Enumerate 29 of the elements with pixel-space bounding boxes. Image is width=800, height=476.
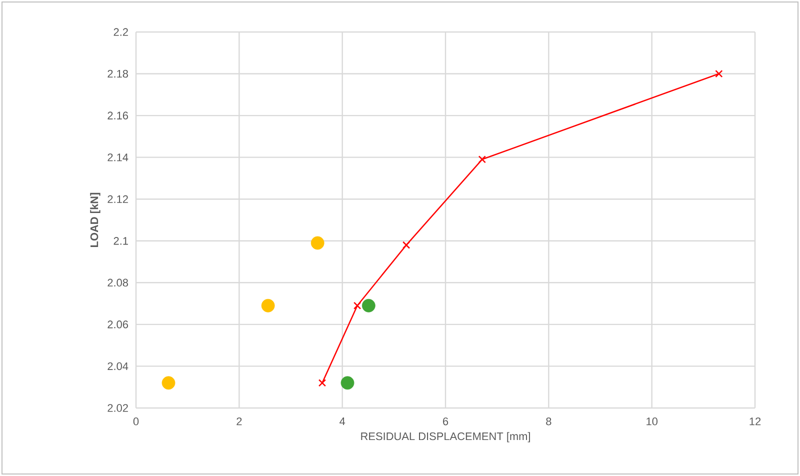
y-tick-label: 2.02 [108, 404, 128, 412]
y-tick-label: 2.06 [108, 320, 128, 328]
x-axis-title: RESIDUAL DISPLACEMENT [mm] [361, 432, 530, 442]
x-tick-label: 10 [646, 418, 658, 426]
point [715, 70, 723, 78]
y-tick-label: 2.14 [108, 154, 128, 162]
y-tick-label: 2.08 [108, 278, 128, 287]
x-tick-label: 4 [340, 418, 346, 426]
point [340, 376, 354, 390]
point [362, 298, 376, 312]
point [402, 241, 410, 249]
point [162, 376, 176, 390]
x-tick-label: 0 [133, 418, 139, 426]
y-tick-label: 2.16 [108, 112, 128, 120]
y-axis-title: LOAD [kN] [90, 192, 100, 247]
x-tick-label: 6 [443, 418, 448, 426]
y-tick-label: 2.04 [108, 362, 128, 370]
y-tick-label: 2.2 [114, 28, 128, 36]
point [310, 236, 324, 250]
y-tick-label: 2.1 [114, 237, 128, 245]
y-tick-label: 2.12 [108, 195, 128, 203]
point [318, 379, 326, 387]
y-tick-label: 2.18 [108, 70, 128, 78]
point [478, 156, 486, 164]
point [261, 298, 275, 312]
x-tick-label: 12 [750, 418, 761, 426]
point [353, 302, 362, 310]
x-tick-label: 2 [236, 418, 242, 426]
x-tick-label: 8 [546, 418, 552, 426]
